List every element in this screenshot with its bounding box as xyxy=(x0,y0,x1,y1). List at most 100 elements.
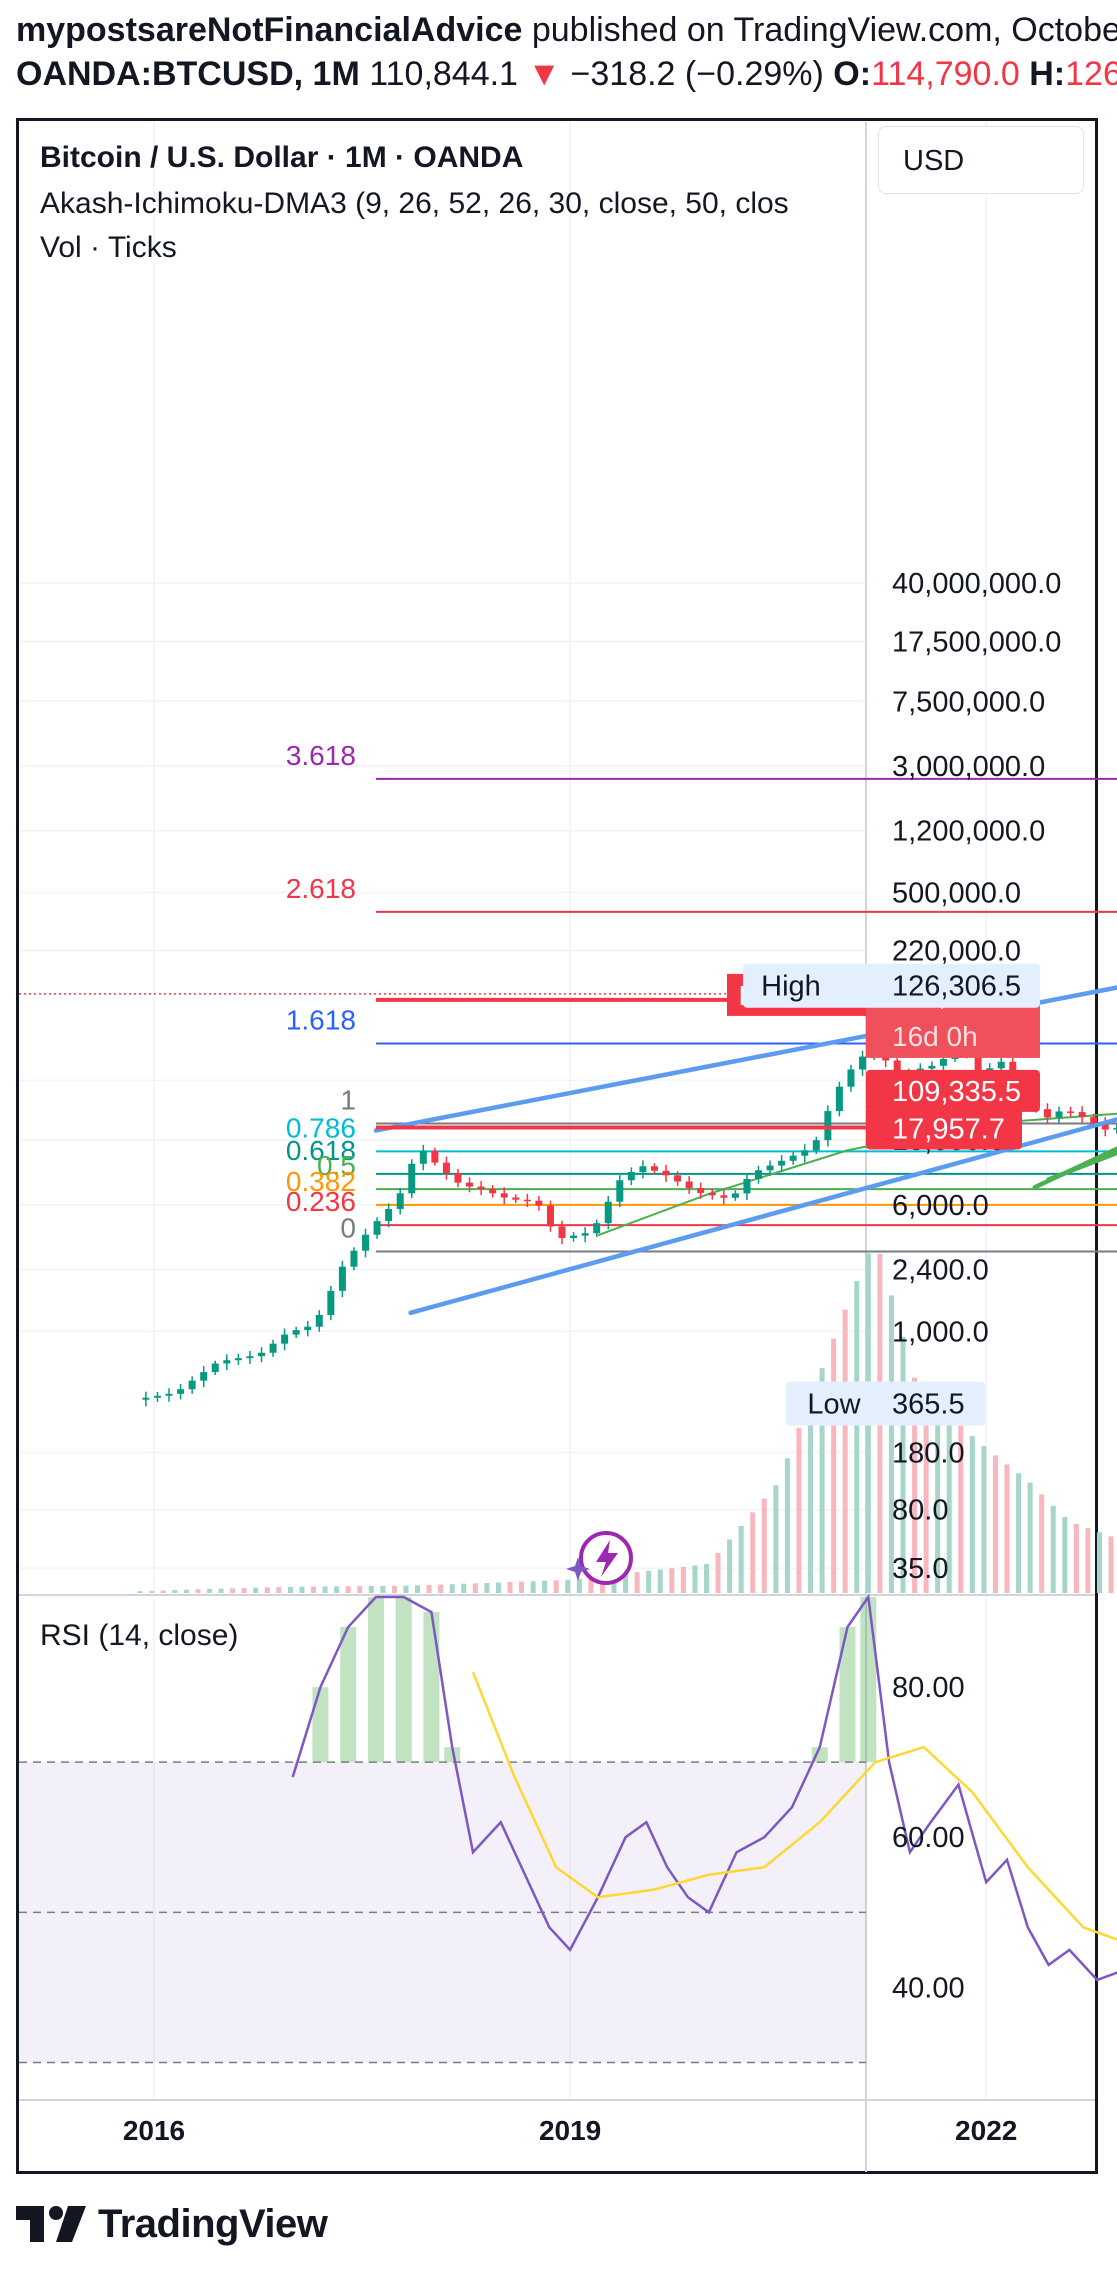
author-name[interactable]: mypostsareNotFinancialAdvice xyxy=(16,11,523,49)
price-tick-label: 40,000,000.0 xyxy=(892,568,1061,600)
volume-bar xyxy=(368,1586,374,1593)
volume-bar xyxy=(634,1572,640,1593)
candle-body xyxy=(627,1171,635,1181)
level-price-badge xyxy=(866,1069,1040,1112)
volume-bar xyxy=(831,1338,837,1593)
fib-level-label: 1 xyxy=(340,1084,356,1115)
volume-bar xyxy=(553,1580,559,1593)
candle-body xyxy=(928,1065,936,1069)
volume-bar xyxy=(334,1586,340,1593)
rsi-legend[interactable]: RSI (14, close) xyxy=(40,1619,239,1652)
volume-bar xyxy=(1004,1464,1010,1593)
volume-bar xyxy=(1039,1494,1045,1593)
time-tick-label: 2019 xyxy=(539,2115,601,2146)
candle-body xyxy=(489,1189,497,1194)
volume-bar xyxy=(530,1581,536,1593)
candle-body xyxy=(257,1352,265,1357)
fib-level-label: 0.618 xyxy=(286,1135,356,1166)
volume-legend[interactable]: Vol · Ticks xyxy=(40,231,177,264)
rsi-tick-label: 60.00 xyxy=(892,1822,965,1854)
candle-body xyxy=(743,1178,751,1194)
bar-countdown: 16d 0h xyxy=(892,1021,978,1052)
moving-average-line xyxy=(597,1112,1117,1237)
volume-bar xyxy=(484,1582,490,1593)
candle-body xyxy=(200,1372,208,1381)
candle-body xyxy=(801,1150,809,1156)
volume-bar xyxy=(380,1585,386,1593)
indicator-legend[interactable]: Akash-Ichimoku-DMA3 (9, 26, 52, 26, 30, … xyxy=(40,187,789,220)
volume-bar xyxy=(241,1588,247,1593)
symbol-name[interactable]: OANDA:BTCUSD, 1M xyxy=(16,55,360,93)
volume-bar xyxy=(946,1415,952,1593)
high-badge xyxy=(743,963,1040,1008)
candle-body xyxy=(512,1197,520,1200)
volume-bar xyxy=(715,1553,721,1593)
volume-bar xyxy=(703,1564,709,1593)
candle-body xyxy=(650,1166,658,1171)
price-tick-label: 1,200,000.0 xyxy=(892,816,1045,848)
price-tick-label: 1,000.0 xyxy=(892,1316,989,1348)
candle-body xyxy=(1067,1111,1075,1113)
volume-bar xyxy=(426,1584,432,1593)
volume-bar xyxy=(230,1588,236,1593)
rsi-overbought-fill xyxy=(312,1597,877,1763)
publish-header: mypostsareNotFinancialAdvice published o… xyxy=(16,10,1117,50)
symbol-header: OANDA:BTCUSD, 1M 110,844.1 ▼ −318.2 (−0.… xyxy=(16,54,1117,94)
volume-bar xyxy=(680,1566,686,1593)
channel-line xyxy=(373,985,1117,1133)
candle-body xyxy=(546,1205,554,1227)
candle-body xyxy=(662,1170,670,1176)
trend-line xyxy=(1046,1150,1117,1182)
volume-bar xyxy=(935,1404,941,1593)
publish-info: published on TradingView.com, October 1 xyxy=(522,11,1117,49)
last-price: 110,844.1 xyxy=(369,55,518,93)
candle-body xyxy=(778,1160,786,1166)
fib-level-label: 0.5 xyxy=(317,1150,356,1181)
volume-bar xyxy=(727,1539,733,1593)
volume-bar xyxy=(1085,1528,1091,1593)
candle-body xyxy=(812,1140,820,1151)
candle-body xyxy=(396,1193,404,1209)
rsi-pane: 80.00 60.00 40.00 xyxy=(19,1593,1117,2064)
time-tick-label: 2016 xyxy=(123,2115,185,2146)
candle-body xyxy=(789,1155,797,1161)
volume-bar xyxy=(519,1581,525,1593)
candle-body xyxy=(500,1193,508,1198)
rsi-tick-label: 80.00 xyxy=(892,1672,965,1704)
price-tick-label: 7,500,000.0 xyxy=(892,686,1045,718)
high-label: H: xyxy=(1029,55,1066,93)
price-tick-label: 3,000,000.0 xyxy=(892,751,1045,783)
rsi-tick-label: 40.00 xyxy=(892,1972,965,2004)
candle-body xyxy=(604,1201,612,1224)
candle-body xyxy=(1090,1117,1098,1124)
currency-button[interactable]: USD xyxy=(878,126,1084,194)
candle-body xyxy=(1101,1123,1109,1130)
candlesticks xyxy=(142,1040,1117,1407)
chart-title[interactable]: Bitcoin / U.S. Dollar · 1M · OANDA xyxy=(40,141,524,174)
volume-bar xyxy=(784,1458,790,1593)
volume-bar xyxy=(623,1573,629,1593)
grid xyxy=(19,122,987,2100)
candle-body xyxy=(466,1182,474,1187)
low-badge xyxy=(786,1381,985,1426)
volume-bar xyxy=(438,1584,444,1593)
candle-body xyxy=(223,1360,231,1364)
lightning-bolt-icon xyxy=(566,1531,633,1585)
candle-body xyxy=(234,1358,242,1361)
tradingview-logo[interactable]: TradingView xyxy=(16,2196,328,2252)
volume-bar xyxy=(299,1586,305,1593)
price-tick-label: 80.0 xyxy=(892,1495,948,1527)
volume-bar xyxy=(276,1587,282,1593)
volume-bar xyxy=(495,1582,501,1593)
open-label: O: xyxy=(833,55,872,93)
volume-bar xyxy=(357,1586,363,1593)
high-value: 126,306.5 xyxy=(892,971,1021,1003)
volume-bar xyxy=(611,1574,617,1593)
fib-level-label: 3.618 xyxy=(286,740,356,771)
candle-body xyxy=(373,1221,381,1235)
level-price-value: 17,957.7 xyxy=(892,1113,1005,1145)
volume-bar xyxy=(900,1336,906,1593)
volume-bar xyxy=(264,1587,270,1593)
volume-bar xyxy=(796,1427,802,1593)
